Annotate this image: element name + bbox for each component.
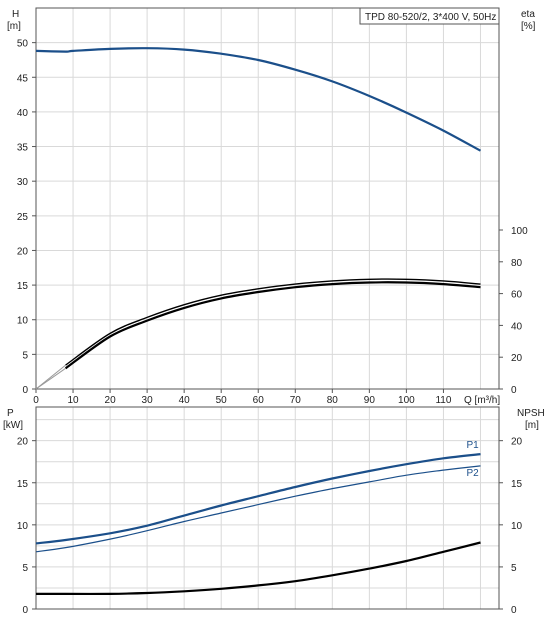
left-tick-label: 0 <box>22 385 28 396</box>
series-line-npsh <box>35 541 481 596</box>
x-tick-label: 60 <box>253 395 265 406</box>
left-tick-label: 5 <box>22 563 28 574</box>
x-tick-label: 100 <box>398 395 415 406</box>
x-tick-label: 0 <box>33 395 39 406</box>
right-axis-unit: [%] <box>521 21 536 32</box>
right-axis-label: eta <box>521 9 535 20</box>
left-tick-label: 20 <box>17 246 29 257</box>
right-tick-label: 0 <box>511 605 517 616</box>
series-line-p1 <box>35 453 481 545</box>
right-tick-label: 40 <box>511 321 523 332</box>
left-tick-label: 35 <box>17 143 29 154</box>
title-box <box>359 7 500 25</box>
right-axis-label: NPSH <box>517 408 545 419</box>
left-tick-label: 30 <box>17 177 29 188</box>
left-tick-label: 5 <box>22 350 28 361</box>
left-axis-unit: [kW] <box>3 420 23 431</box>
chart-title: TPD 80-520/2, 3*400 V, 50Hz <box>365 12 496 23</box>
x-tick-label: 20 <box>105 395 117 406</box>
left-tick-label: 20 <box>17 437 29 448</box>
right-tick-label: 20 <box>511 353 523 364</box>
x-tick-label: 90 <box>364 395 376 406</box>
left-tick-label: 10 <box>17 521 29 532</box>
left-tick-label: 10 <box>17 316 29 327</box>
left-tick-label: 50 <box>17 39 29 50</box>
left-axis-label: P <box>7 408 14 419</box>
right-tick-label: 100 <box>511 226 528 237</box>
right-tick-label: 5 <box>511 563 517 574</box>
left-tick-label: 25 <box>17 212 29 223</box>
left-tick-label: 15 <box>17 281 29 292</box>
right-tick-label: 10 <box>511 521 523 532</box>
series-line-efficiency-1 <box>64 281 481 370</box>
left-tick-label: 45 <box>17 73 29 84</box>
series-label-p2: P2 <box>466 468 479 479</box>
right-tick-label: 80 <box>511 258 523 269</box>
x-tick-label: 80 <box>327 395 339 406</box>
x-tick-label: 10 <box>67 395 79 406</box>
plot-frame <box>35 406 500 610</box>
right-axis-unit: [m] <box>525 420 539 431</box>
left-axis-label: H <box>12 9 19 20</box>
left-tick-label: 15 <box>17 479 29 490</box>
x-tick-label: 70 <box>290 395 302 406</box>
plot-frame <box>35 7 500 390</box>
right-tick-label: 60 <box>511 290 523 301</box>
x-axis-label: Q [m³/h] <box>464 395 500 406</box>
series-line-efficiency-2 <box>65 278 481 366</box>
series-line-head <box>35 47 482 152</box>
efficiency-extrapolation <box>35 364 66 390</box>
right-tick-label: 20 <box>511 437 523 448</box>
left-tick-label: 40 <box>17 108 29 119</box>
x-tick-label: 40 <box>179 395 191 406</box>
left-axis-unit: [m] <box>7 21 21 32</box>
x-tick-label: 50 <box>216 395 228 406</box>
x-tick-label: 30 <box>142 395 154 406</box>
series-label-p1: P1 <box>466 440 479 451</box>
right-tick-label: 0 <box>511 385 517 396</box>
right-tick-label: 15 <box>511 479 523 490</box>
left-tick-label: 0 <box>22 605 28 616</box>
series-line-p2 <box>35 465 481 553</box>
x-tick-label: 110 <box>435 395 451 406</box>
